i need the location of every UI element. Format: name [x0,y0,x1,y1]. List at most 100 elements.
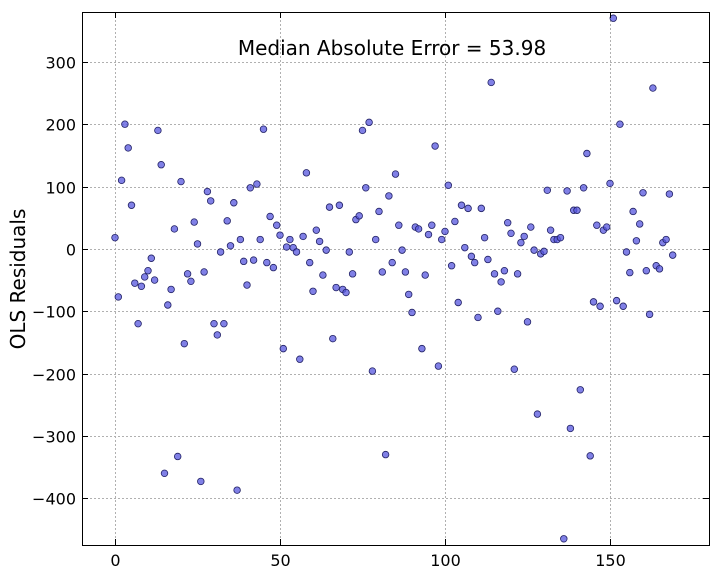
residual-point [173,452,182,461]
residual-point [157,161,165,169]
y-tick-label: −300 [32,428,76,447]
residual-point [454,298,462,307]
residual-point [616,120,624,128]
residual-point [322,246,330,254]
y-tick-label: 200 [45,116,76,135]
residual-point [329,334,337,343]
residual-point [543,186,551,194]
residual-point [131,279,139,287]
y-tick-label: −200 [32,366,76,385]
residual-point [629,207,637,216]
residual-point [401,268,410,276]
residual-point [622,248,631,256]
grid-lines [82,12,709,545]
residual-point [388,258,396,267]
residual-point [273,221,281,229]
residual-point [358,126,367,135]
residual-point [596,302,604,310]
x-tick-labels: 0 50 100 150 [110,551,625,570]
residual-point [187,277,195,286]
residual-point [180,339,188,348]
residual-point [563,187,571,195]
residual-point [269,263,278,272]
residual-point [302,169,311,177]
x-tick-label: 50 [270,551,290,570]
residual-point [342,288,350,297]
residual-point [124,144,132,152]
residual-point [239,257,248,266]
residual-point [556,233,565,242]
residual-point [527,223,535,231]
residual-point [220,319,228,328]
residual-point [154,126,162,135]
residual-point [520,232,528,241]
residual-point [533,410,542,418]
residual-point [609,14,617,22]
residual-point [484,255,492,264]
residual-point [378,268,386,276]
residual-point [348,270,357,278]
residual-point [438,235,446,244]
residual-point [645,310,654,319]
residual-point [134,319,142,328]
residual-point [405,290,413,299]
residual-point [319,271,327,279]
residual-point [649,84,657,92]
residual-point [593,221,601,229]
residual-point [121,120,129,128]
residual-point [467,252,476,261]
residual-point [517,238,525,247]
data-points [111,14,677,543]
residual-point [461,243,469,252]
residual-point [457,201,466,209]
residual-point [282,243,291,251]
residual-point [586,452,594,460]
residual-point [612,296,621,305]
residual-point [391,170,400,178]
residual-point [546,226,555,234]
residual-point [266,212,274,221]
residual-point [296,355,304,363]
residual-point [408,308,416,317]
residual-point [421,271,429,279]
residual-point [216,248,225,256]
residual-point [160,469,169,478]
residual-point [279,344,287,353]
residual-point [477,204,485,213]
residual-point [451,217,459,226]
residual-point [213,331,221,339]
residual-point [428,221,436,229]
residual-point [365,118,373,127]
residual-point [355,212,363,220]
residual-point [177,177,185,186]
residual-point [309,287,317,295]
residual-point [385,192,393,200]
residual-point [193,240,202,248]
residual-point [381,450,390,459]
x-tick-label: 100 [430,551,461,570]
residual-point [603,223,611,231]
residual-point [510,365,518,373]
residual-point [665,190,674,198]
residual-point [236,235,245,244]
residual-point [164,301,172,309]
residual-point [497,278,505,286]
residual-point [444,181,452,190]
residual-point [398,246,406,254]
residual-point [276,231,284,239]
residual-point [210,319,218,328]
residual-point [233,486,241,494]
residual-point [560,535,568,543]
residual-point [226,242,235,250]
residual-point [223,217,231,225]
residual-point [639,189,647,197]
residual-point [140,273,149,281]
residual-point [655,265,664,273]
residual-point [312,226,320,234]
residual-point [474,313,482,322]
residual-point [256,235,264,244]
residual-point [114,293,122,301]
residual-point [494,307,502,315]
residual-point [372,235,380,244]
